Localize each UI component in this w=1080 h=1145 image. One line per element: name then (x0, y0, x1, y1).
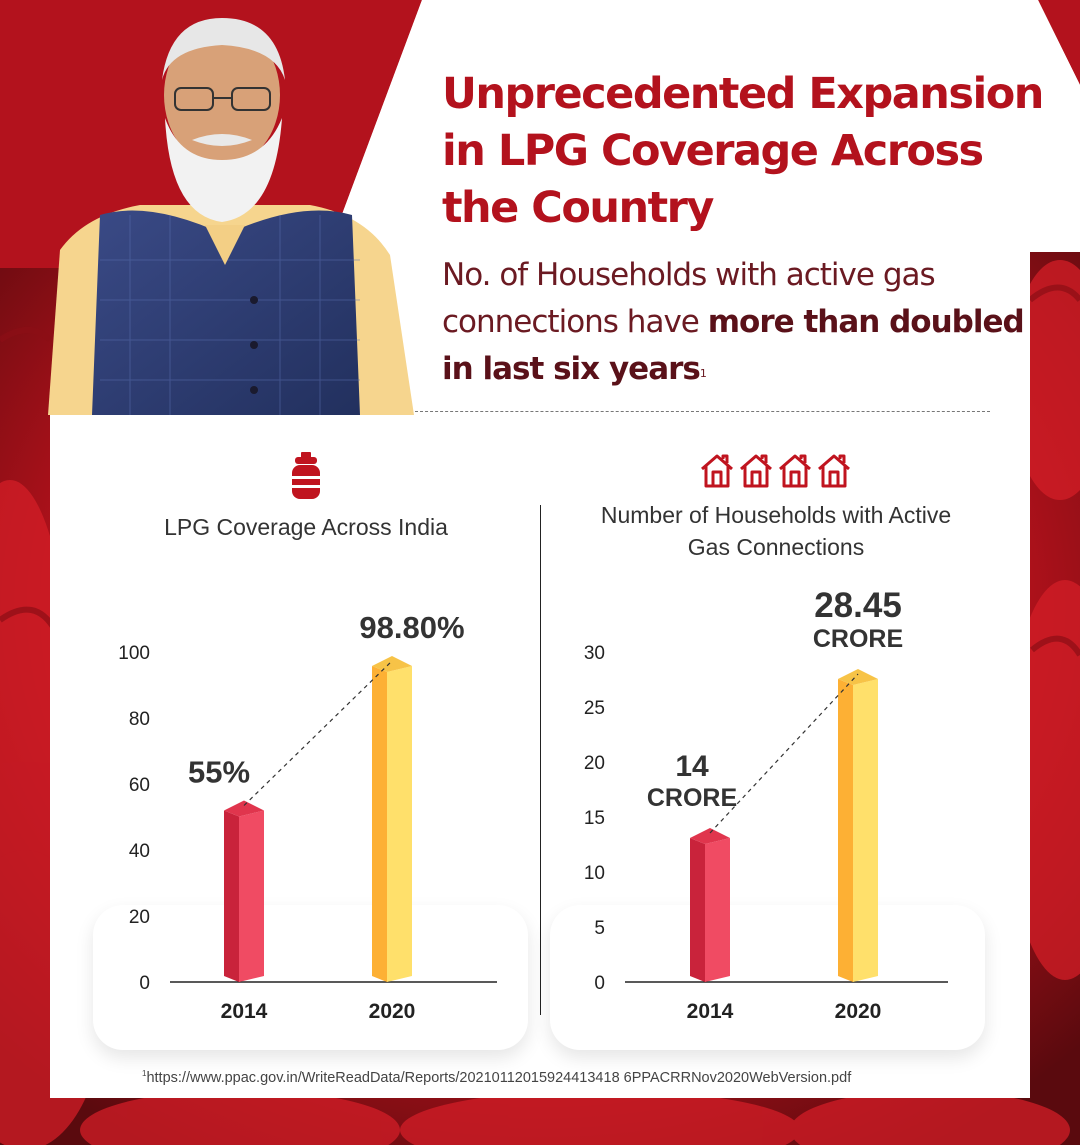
households-y-tick: 25 (584, 698, 605, 719)
coverage-y-tick: 20 (129, 907, 150, 928)
coverage-bar-side-2014 (239, 810, 264, 982)
footnote-source: https://www.ppac.gov.in/WriteReadData/Re… (146, 1069, 852, 1086)
coverage-y-tick: 40 (129, 841, 150, 862)
coverage-bar-top-2014 (224, 800, 264, 817)
chart-card-left (93, 905, 528, 1050)
portrait (48, 18, 414, 415)
households-value-label: 14 (675, 750, 709, 783)
footnote: 1https://www.ppac.gov.in/WriteReadData/R… (142, 1069, 851, 1086)
households-bar-2014 (690, 838, 705, 982)
households-bar-side-2020 (853, 679, 878, 982)
coverage-bar-top-2020 (372, 655, 412, 672)
chart-title-left: LPG Coverage Across India (164, 514, 448, 540)
houses-icon (700, 453, 852, 494)
households-unit-label: CRORE (647, 784, 737, 812)
households-y-tick: 0 (594, 973, 605, 994)
households-bar-top-2020 (838, 669, 878, 686)
households-unit-label: CRORE (813, 625, 903, 653)
households-bar-side-2014 (705, 838, 730, 982)
coverage-x-tick: 2020 (369, 1000, 416, 1023)
coverage-y-tick: 80 (129, 709, 150, 730)
households-x-tick: 2014 (687, 1000, 734, 1023)
subtitle-reference: 1 (699, 367, 707, 380)
households-trend-line (709, 673, 859, 834)
coverage-y-tick: 0 (139, 973, 150, 994)
coverage-y-tick: 60 (129, 775, 150, 796)
households-x-tick: 2020 (835, 1000, 882, 1023)
chart-divider (540, 505, 541, 1015)
households-bar-top-2014 (690, 828, 730, 844)
coverage-bar-side-2020 (387, 665, 412, 982)
households-bar-2020 (838, 679, 853, 982)
coverage-value-label: 98.80% (359, 610, 464, 645)
subtitle-text: No. of Households with active gas connec… (442, 257, 936, 340)
households-y-tick: 30 (584, 643, 605, 664)
footnote-reference: 1 (142, 1069, 147, 1078)
page-subtitle: No. of Households with active gas connec… (442, 252, 1042, 393)
chart-card-right (550, 905, 985, 1050)
coverage-bar-2020 (372, 665, 387, 982)
households-y-tick: 10 (584, 863, 605, 884)
coverage-value-label: 55% (188, 755, 250, 790)
households-y-tick: 15 (584, 808, 605, 829)
households-value-label: 28.45 (814, 586, 902, 625)
subtitle-highlight: more than doubled in last six years (442, 304, 1025, 387)
households-y-tick: 5 (594, 918, 605, 939)
coverage-x-tick: 2014 (221, 1000, 268, 1023)
coverage-y-tick: 100 (118, 643, 150, 664)
chart-title-right: Number of Households with Active Gas Con… (600, 502, 952, 560)
coverage-bar-2014 (224, 810, 239, 982)
gas-cylinder-icon (290, 452, 322, 507)
coverage-trend-line (243, 660, 393, 806)
page-title: Unprecedented Expansion in LPG Coverage … (442, 69, 1044, 233)
header-divider (415, 411, 990, 412)
households-y-tick: 20 (584, 753, 605, 774)
